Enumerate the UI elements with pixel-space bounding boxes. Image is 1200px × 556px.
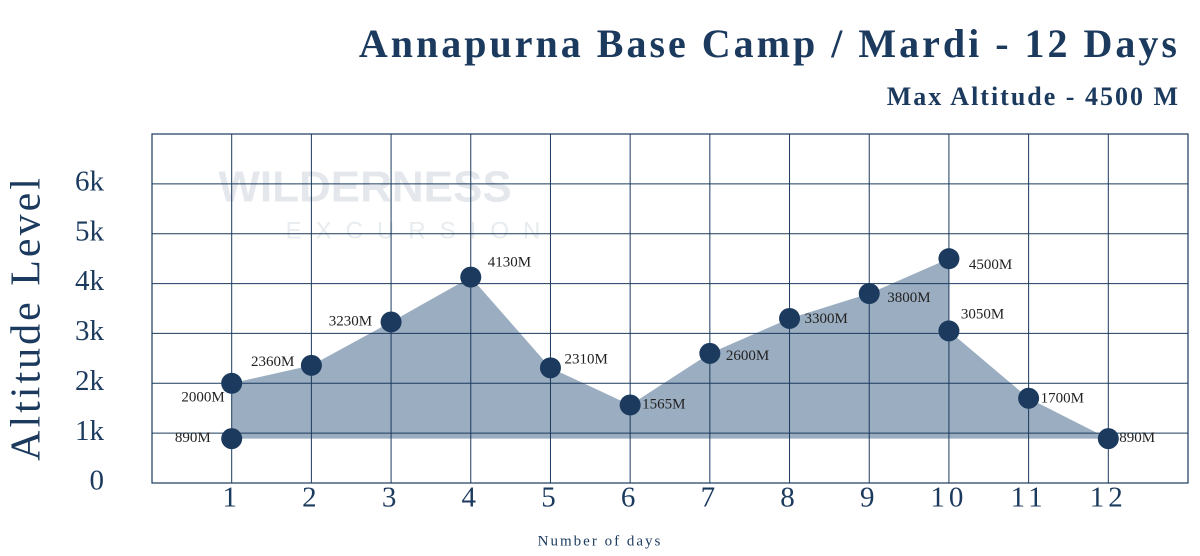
y-tick-label: 0 bbox=[90, 465, 105, 497]
data-label: 3800M bbox=[887, 290, 930, 306]
chart-subtitle: Max Altitude - 4500 M bbox=[887, 82, 1180, 111]
data-label: 1565M bbox=[642, 396, 685, 412]
data-label: 890M bbox=[1119, 430, 1155, 446]
x-tick-label: 6 bbox=[621, 482, 640, 514]
data-label: 3050M bbox=[961, 306, 1004, 322]
watermark: EXCURSION bbox=[286, 217, 555, 244]
data-label: 1700M bbox=[1041, 391, 1084, 407]
x-tick-label: 3 bbox=[382, 482, 401, 514]
data-label: 3230M bbox=[329, 313, 372, 329]
x-tick-label: 5 bbox=[541, 482, 560, 514]
data-point bbox=[460, 266, 482, 288]
data-label: 2000M bbox=[181, 390, 224, 406]
y-tick-label: 2k bbox=[75, 365, 105, 397]
x-tick-label: 12 bbox=[1090, 482, 1127, 514]
chart-title: Annapurna Base Camp / Mardi - 12 Days bbox=[359, 21, 1180, 66]
x-axis-title: Number of days bbox=[538, 533, 663, 549]
data-point bbox=[221, 372, 243, 394]
data-point bbox=[938, 248, 960, 270]
y-tick-label: 6k bbox=[75, 166, 105, 198]
data-label: 2310M bbox=[564, 351, 607, 367]
x-tick-label: 10 bbox=[930, 482, 967, 514]
y-tick-label: 5k bbox=[75, 215, 105, 247]
data-label: 4130M bbox=[488, 255, 531, 271]
data-label: 2360M bbox=[251, 354, 294, 370]
data-point bbox=[380, 311, 402, 333]
x-tick-label: 8 bbox=[780, 482, 799, 514]
x-tick-label: 11 bbox=[1011, 482, 1047, 514]
x-tick-label: 4 bbox=[462, 482, 481, 514]
data-label: 890M bbox=[175, 430, 211, 446]
data-point bbox=[938, 320, 960, 342]
x-tick-label: 7 bbox=[701, 482, 720, 514]
data-point bbox=[1018, 387, 1040, 409]
data-point bbox=[779, 307, 801, 329]
data-point bbox=[300, 354, 322, 376]
data-point bbox=[539, 357, 561, 379]
watermark: WILDERNESS bbox=[218, 163, 511, 212]
y-tick-label: 1k bbox=[75, 415, 105, 447]
data-point bbox=[221, 428, 243, 450]
area bbox=[231, 258, 1109, 439]
data-label: 2600M bbox=[726, 348, 769, 364]
x-tick-label: 2 bbox=[302, 482, 321, 514]
x-tick-label: 1 bbox=[222, 482, 241, 514]
x-tick-label: 9 bbox=[860, 482, 879, 514]
data-label: 3300M bbox=[805, 311, 848, 327]
data-point bbox=[699, 342, 721, 364]
data-point bbox=[858, 283, 880, 305]
data-point bbox=[619, 394, 641, 416]
y-tick-label: 4k bbox=[75, 265, 105, 297]
plot-frame bbox=[151, 133, 1189, 484]
data-label: 4500M bbox=[969, 257, 1012, 273]
y-axis-title: Altitude Level bbox=[4, 175, 50, 461]
y-tick-label: 3k bbox=[75, 315, 105, 347]
data-point bbox=[1097, 428, 1119, 450]
